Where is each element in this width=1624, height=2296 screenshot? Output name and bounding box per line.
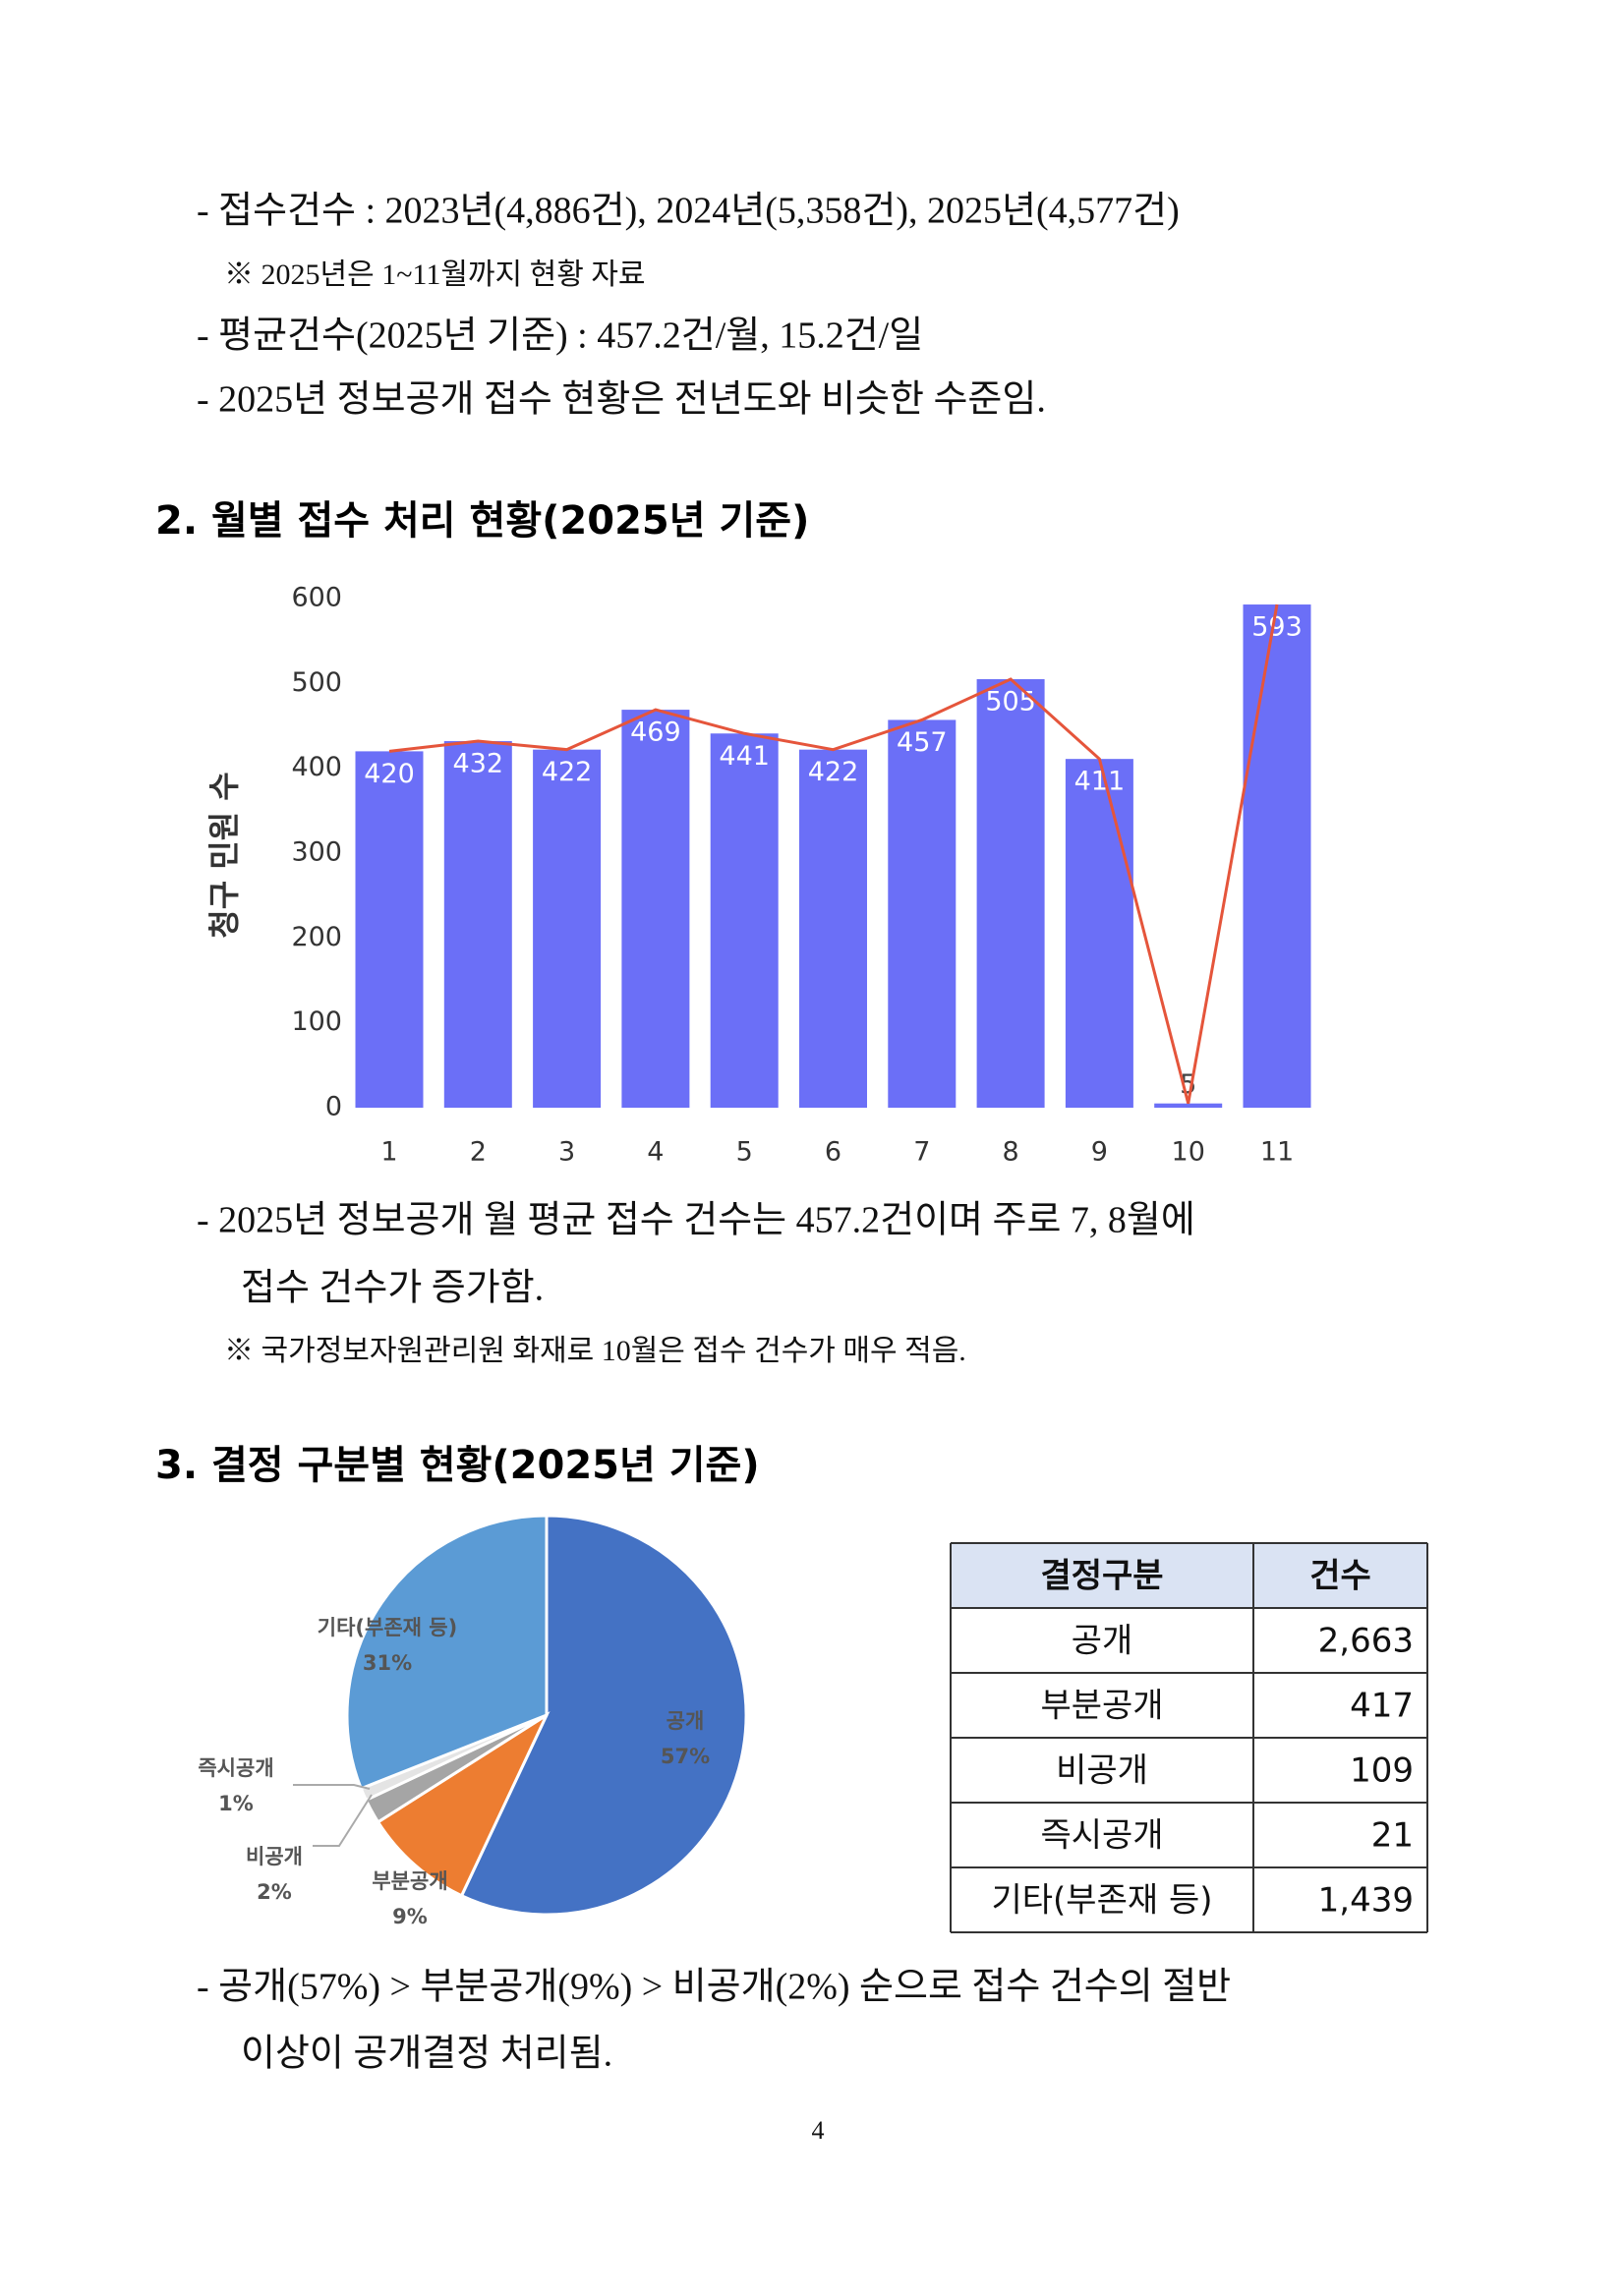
x-tick-label: 9 — [1091, 1137, 1108, 1168]
x-tick-label: 6 — [825, 1137, 841, 1168]
trend-line — [388, 603, 1279, 1105]
bar — [1154, 1103, 1223, 1108]
table-cell: 즉시공개 — [1040, 1816, 1163, 1856]
text-line: - 2025년 정보공개 월 평균 접수 건수는 457.2건이며 주로 7, … — [197, 1200, 1195, 1241]
y-axis-label: 청구 민원 수 — [205, 772, 243, 938]
section-heading: 2. 월별 접수 처리 현황(2025년 기준) — [155, 498, 809, 544]
bar — [443, 741, 512, 1108]
y-tick-label: 400 — [291, 752, 342, 782]
slice-percent: 2% — [257, 1880, 292, 1904]
table-cell: 109 — [1350, 1751, 1414, 1791]
table-header: 결정구분 — [1040, 1557, 1163, 1596]
bar — [1243, 604, 1311, 1108]
page-number: 4 — [812, 2116, 825, 2145]
y-tick-label: 300 — [291, 837, 342, 868]
note: ※ 2025년은 1~11월까지 현황 자료 — [224, 258, 646, 291]
slice-percent: 57% — [661, 1745, 710, 1768]
leader-line — [293, 1784, 371, 1790]
x-tick-label: 4 — [647, 1137, 664, 1168]
table-header: 건수 — [1309, 1557, 1371, 1596]
pie-slice — [376, 1710, 551, 1898]
note: ※ 국가정보자원관리원 화재로 10월은 접수 건수가 매우 적음. — [224, 1335, 966, 1367]
data-label: 422 — [808, 757, 859, 787]
pie-chart: 공개 57% 부분공개 9% 비공개 2% 즉시공개 1% 기타(부존재 등) 31% — [198, 1514, 748, 1928]
slice-percent: 1% — [218, 1792, 254, 1815]
data-label: 422 — [542, 757, 593, 787]
bar — [355, 751, 424, 1108]
bar — [976, 679, 1045, 1108]
y-tick-label: 0 — [325, 1092, 342, 1122]
x-tick-label: 5 — [736, 1137, 753, 1168]
x-tick-label: 3 — [558, 1137, 575, 1168]
bar — [710, 733, 779, 1108]
data-label: 411 — [1074, 767, 1126, 797]
bar-chart: 청구 민원 수010020030040050060014202432342244… — [205, 583, 1311, 1168]
text-line: - 평균건수(2025년 기준) : 457.2건/월, 15.2건/일 — [197, 316, 923, 357]
table-cell: 비공개 — [1056, 1751, 1148, 1791]
table-header-bg — [951, 1543, 1427, 1608]
text-line: - 2025년 정보공개 접수 현황은 전년도와 비슷한 수준임. — [197, 379, 1046, 421]
x-tick-label: 2 — [470, 1137, 487, 1168]
bar — [1065, 759, 1133, 1108]
y-tick-label: 600 — [291, 583, 342, 613]
table-cell: 21 — [1371, 1816, 1414, 1856]
slice-label: 부분공개 — [372, 1869, 447, 1893]
table-cell: 기타(부존재 등) — [991, 1881, 1212, 1921]
data-label: 505 — [985, 687, 1036, 718]
x-tick-label: 11 — [1260, 1137, 1294, 1168]
text-line: 이상이 공개결정 처리됨. — [241, 2034, 612, 2075]
table-cell: 417 — [1350, 1687, 1414, 1726]
leader-line — [313, 1794, 373, 1847]
data-label: 457 — [897, 727, 948, 758]
x-tick-label: 7 — [913, 1137, 930, 1168]
data-label: 441 — [719, 741, 770, 772]
text-line: - 공개(57%) > 부분공개(9%) > 비공개(2%) 순으로 접수 건수… — [197, 1967, 1231, 2008]
x-tick-label: 10 — [1172, 1137, 1205, 1168]
bar — [621, 710, 690, 1108]
x-tick-label: 1 — [380, 1137, 397, 1168]
bar — [799, 749, 867, 1108]
data-label: 432 — [453, 749, 504, 779]
x-tick-label: 8 — [1003, 1137, 1019, 1168]
pie-slice — [345, 1514, 549, 1791]
y-tick-label: 100 — [291, 1006, 342, 1037]
data-label: 469 — [630, 718, 681, 748]
slice-percent: 9% — [392, 1905, 428, 1928]
text-line: - 접수건수 : 2023년(4,886건), 2024년(5,358건), 2… — [197, 191, 1180, 232]
table-cell: 공개 — [1072, 1622, 1133, 1661]
section-heading: 3. 결정 구분별 현황(2025년 기준) — [155, 1443, 760, 1488]
slice-label: 공개 — [667, 1709, 705, 1733]
table-cell: 1,439 — [1318, 1881, 1414, 1921]
slice-label: 기타(부존재 등) — [318, 1616, 457, 1639]
data-label: 593 — [1251, 612, 1303, 643]
text-line: 접수 건수가 증가함. — [241, 1268, 544, 1309]
slice-label: 비공개 — [246, 1845, 303, 1868]
slice-percent: 31% — [363, 1651, 412, 1675]
y-tick-label: 200 — [291, 922, 342, 952]
y-tick-label: 500 — [291, 667, 342, 698]
bar — [888, 719, 957, 1108]
data-label: 420 — [364, 759, 415, 789]
table-cell: 부분공개 — [1040, 1687, 1163, 1726]
table-cell: 2,663 — [1318, 1622, 1414, 1661]
slice-label: 즉시공개 — [198, 1756, 273, 1780]
bar — [533, 749, 602, 1108]
pie-slice — [459, 1514, 748, 1917]
